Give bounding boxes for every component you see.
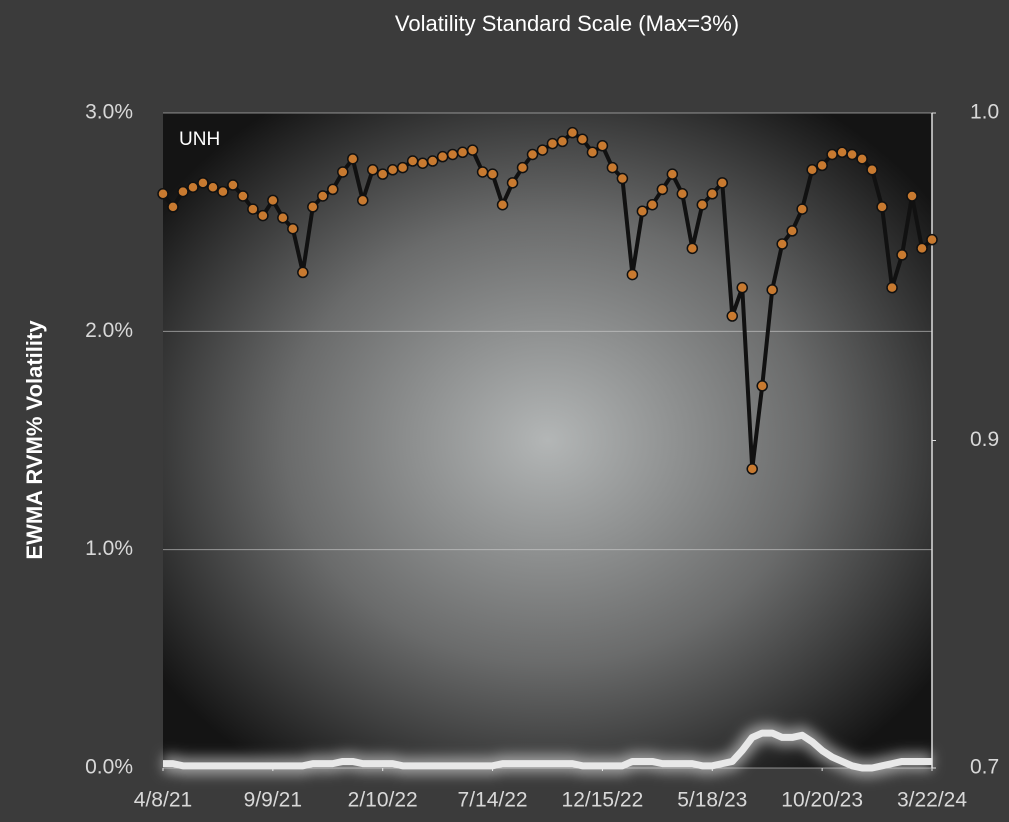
data-point [566,126,579,139]
data-point [556,135,569,148]
data-point [327,183,339,196]
data-point [696,198,709,211]
data-point [386,164,399,176]
data-point [616,172,629,185]
y-tick-label: 0.0% [85,756,133,779]
data-point [586,146,599,159]
x-tick-label: 12/15/22 [562,789,644,812]
data-point [207,181,219,193]
data-point [886,281,898,294]
data-point [656,183,669,196]
data-point [277,212,289,224]
data-point [297,266,309,279]
x-tick-label: 4/8/21 [134,789,192,812]
data-point [366,164,379,176]
data-point [806,164,818,176]
data-point [267,194,279,207]
x-tick-label: 10/20/23 [781,789,863,812]
data-point [476,166,489,178]
data-point [876,201,888,213]
data-point [626,268,639,281]
data-point [376,168,389,180]
series-label: UNH [179,129,220,150]
data-point [826,148,838,161]
y2-tick-label: 0.7 [970,756,999,779]
data-point [776,238,788,250]
data-point [356,194,369,207]
data-point [257,209,269,222]
data-point [716,177,729,189]
data-point [846,148,858,161]
data-point [416,157,429,169]
data-point [187,181,199,193]
y-tick-label: 3.0% [85,101,133,124]
data-point [596,140,609,152]
data-point [606,161,619,174]
data-point [766,284,778,296]
data-point [836,146,848,159]
data-point [856,153,868,165]
data-point [726,310,739,322]
data-point [816,159,828,172]
data-point [217,185,229,198]
data-point [456,146,469,159]
data-point [406,155,419,167]
x-tick-label: 2/10/22 [348,789,418,812]
data-point [167,201,179,213]
y-tick-label: 1.0% [85,537,133,560]
data-point [506,177,519,189]
data-point [926,233,938,246]
data-point [177,185,189,198]
data-point [516,161,529,174]
data-point [796,203,808,215]
data-point [756,380,768,392]
data-point [786,225,798,237]
data-point [237,190,249,202]
data-point [636,205,649,217]
data-point [396,161,409,174]
series-line [163,729,932,772]
data-point [676,188,689,200]
plot-area [163,113,932,768]
data-point [546,137,559,150]
data-point [686,242,699,255]
y2-tick-label: 0.9 [970,428,999,451]
data-point [896,249,908,261]
x-tick-label: 9/9/21 [244,789,302,812]
data-point [666,168,679,180]
data-point [706,188,719,200]
data-point [916,242,928,255]
data-point [287,222,299,235]
data-point [317,190,329,202]
data-point [307,201,319,213]
data-point [486,168,499,180]
y-tick-label: 2.0% [85,319,133,342]
data-point [866,164,878,176]
data-point [197,177,209,189]
data-point [227,179,239,191]
data-point [436,150,449,163]
data-point [426,155,439,167]
data-point [526,148,539,161]
x-tick-label: 7/14/22 [458,789,528,812]
x-tick-label: 5/18/23 [677,789,747,812]
data-point [496,198,509,211]
data-point [536,144,549,156]
data-point [337,166,349,178]
data-point [576,133,589,145]
data-point [157,188,169,200]
data-point [446,148,459,161]
data-point [247,203,259,215]
x-tick-label: 3/22/24 [897,789,967,812]
data-point [746,463,758,475]
data-point [466,144,479,156]
y-axis-title: EWMA RVM% Volatility [22,320,47,560]
data-point [347,153,359,165]
data-point [906,190,918,202]
data-point [736,281,748,294]
data-point [646,198,659,211]
y2-tick-label: 1.0 [970,101,999,124]
chart-title: Volatility Standard Scale (Max=3%) [395,11,739,36]
